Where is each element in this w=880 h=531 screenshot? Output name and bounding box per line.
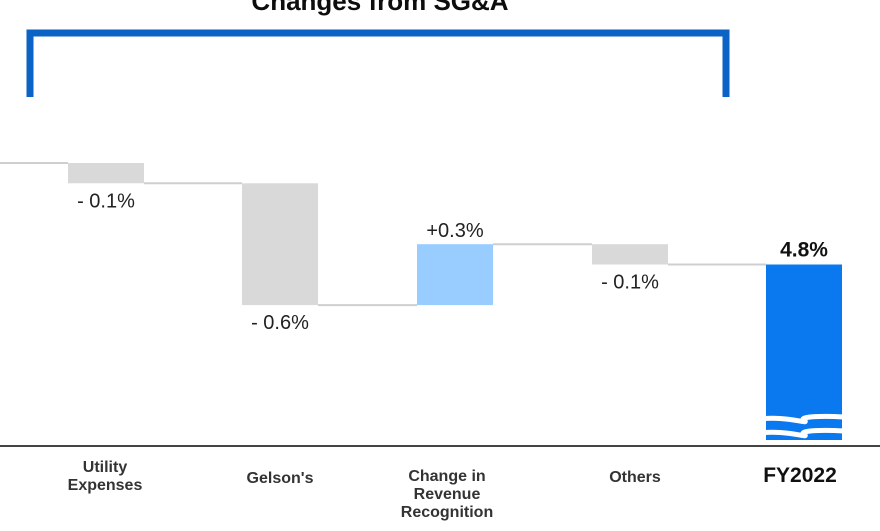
bar-2 [242,183,318,306]
data-label-1: - 0.1% [77,190,135,212]
data-label-2: - 0.6% [251,312,309,334]
axis-break-line [751,427,857,439]
bar-4 [592,244,668,265]
category-label-change-in-revenue-recognition: Change in Revenue Recognition [400,468,494,521]
data-label-3: +0.3% [426,220,483,242]
category-label-gelsons: Gelson's [246,470,314,487]
axis-break-line [751,413,857,425]
bar-3 [417,244,493,306]
category-label-others: Others [609,469,661,486]
category-label-utility-expenses: Utility Expenses [67,459,143,494]
chart-title: Changes from SG&A [251,0,509,16]
data-label-5: 4.8% [780,239,828,262]
bar-1 [68,163,144,184]
data-label-4: - 0.1% [601,272,659,294]
bar-5 [766,264,842,440]
bracket-line [26,29,730,97]
category-label-fy2022: FY2022 [763,464,837,487]
